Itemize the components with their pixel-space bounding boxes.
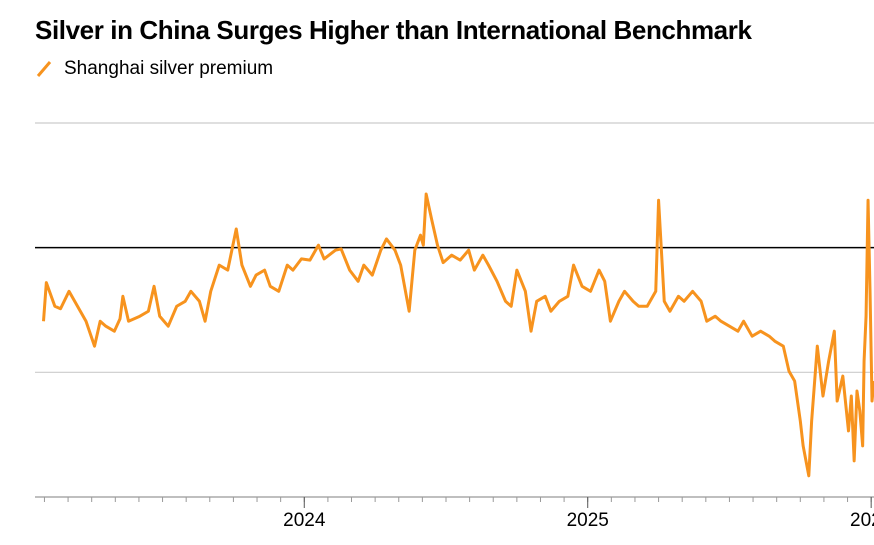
x-tick-label: 2025 <box>567 510 609 531</box>
x-tick-label: 2026 <box>850 510 874 531</box>
chart-title: Silver in China Surges Higher than Inter… <box>35 15 752 45</box>
legend-swatch <box>36 61 52 77</box>
x-tick-label: 2024 <box>283 510 326 531</box>
legend-label: Shanghai silver premium <box>64 58 273 79</box>
series-line <box>42 192 874 478</box>
